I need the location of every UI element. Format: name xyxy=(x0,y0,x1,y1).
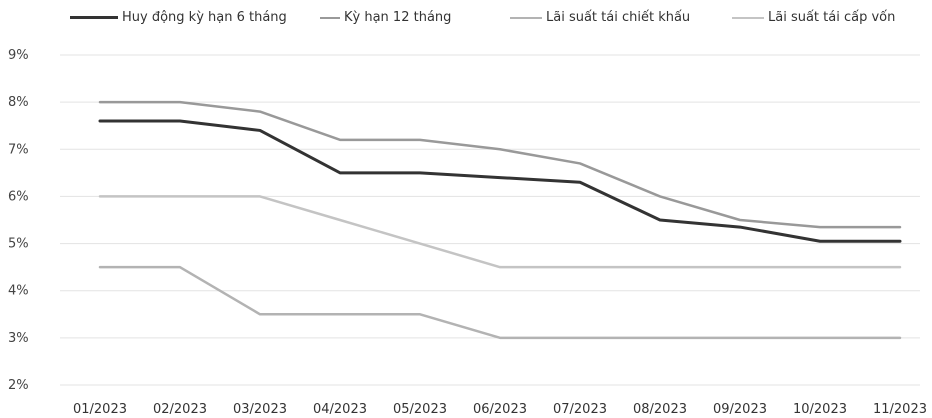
x-tick-label-3: 04/2023 xyxy=(313,402,367,417)
legend-swatch-rediscount xyxy=(510,16,542,19)
legend-swatch-6-month xyxy=(70,16,118,19)
y-tick-label-3: 5% xyxy=(8,237,29,252)
legend-label-refinancing: Lãi suất tái cấp vốn xyxy=(768,10,896,25)
series-line-2 xyxy=(98,265,902,340)
x-tick-label-10: 11/2023 xyxy=(873,402,927,417)
x-tick-label-4: 05/2023 xyxy=(393,402,447,417)
series-line-1 xyxy=(98,100,902,229)
y-tick-label-4: 6% xyxy=(8,189,29,204)
x-tick-label-1: 02/2023 xyxy=(153,402,207,417)
y-tick-label-0: 2% xyxy=(8,378,29,393)
series-line-3 xyxy=(98,195,902,269)
legend-label-rediscount: Lãi suất tái chiết khấu xyxy=(546,10,691,25)
series-line-0 xyxy=(98,119,902,243)
legend-item-rediscount: Lãi suất tái chiết khấu xyxy=(510,10,690,25)
legend-swatch-12-month xyxy=(320,16,340,19)
legend-label-6-month: Huy động kỳ hạn 6 tháng xyxy=(122,10,287,25)
x-tick-label-0: 01/2023 xyxy=(73,402,127,417)
y-tick-label-2: 4% xyxy=(8,284,29,299)
x-tick-label-2: 03/2023 xyxy=(233,402,287,417)
x-tick-label-6: 07/2023 xyxy=(553,402,607,417)
legend-item-6-month: Huy động kỳ hạn 6 tháng xyxy=(70,10,287,25)
legend-swatch-refinancing xyxy=(732,16,764,19)
legend-item-refinancing: Lãi suất tái cấp vốn xyxy=(732,10,895,25)
y-tick-label-1: 3% xyxy=(8,331,29,346)
x-tick-label-9: 10/2023 xyxy=(793,402,847,417)
x-tick-label-5: 06/2023 xyxy=(473,402,527,417)
x-tick-label-7: 08/2023 xyxy=(633,402,687,417)
legend-item-12-month: Kỳ hạn 12 tháng xyxy=(320,10,451,25)
chart-legend: Huy động kỳ hạn 6 tháng Kỳ hạn 12 tháng … xyxy=(0,10,932,34)
y-tick-label-7: 9% xyxy=(8,48,29,63)
y-tick-label-6: 8% xyxy=(8,95,29,110)
legend-label-12-month: Kỳ hạn 12 tháng xyxy=(344,10,452,25)
y-tick-label-5: 7% xyxy=(8,142,29,157)
x-tick-label-8: 09/2023 xyxy=(713,402,767,417)
